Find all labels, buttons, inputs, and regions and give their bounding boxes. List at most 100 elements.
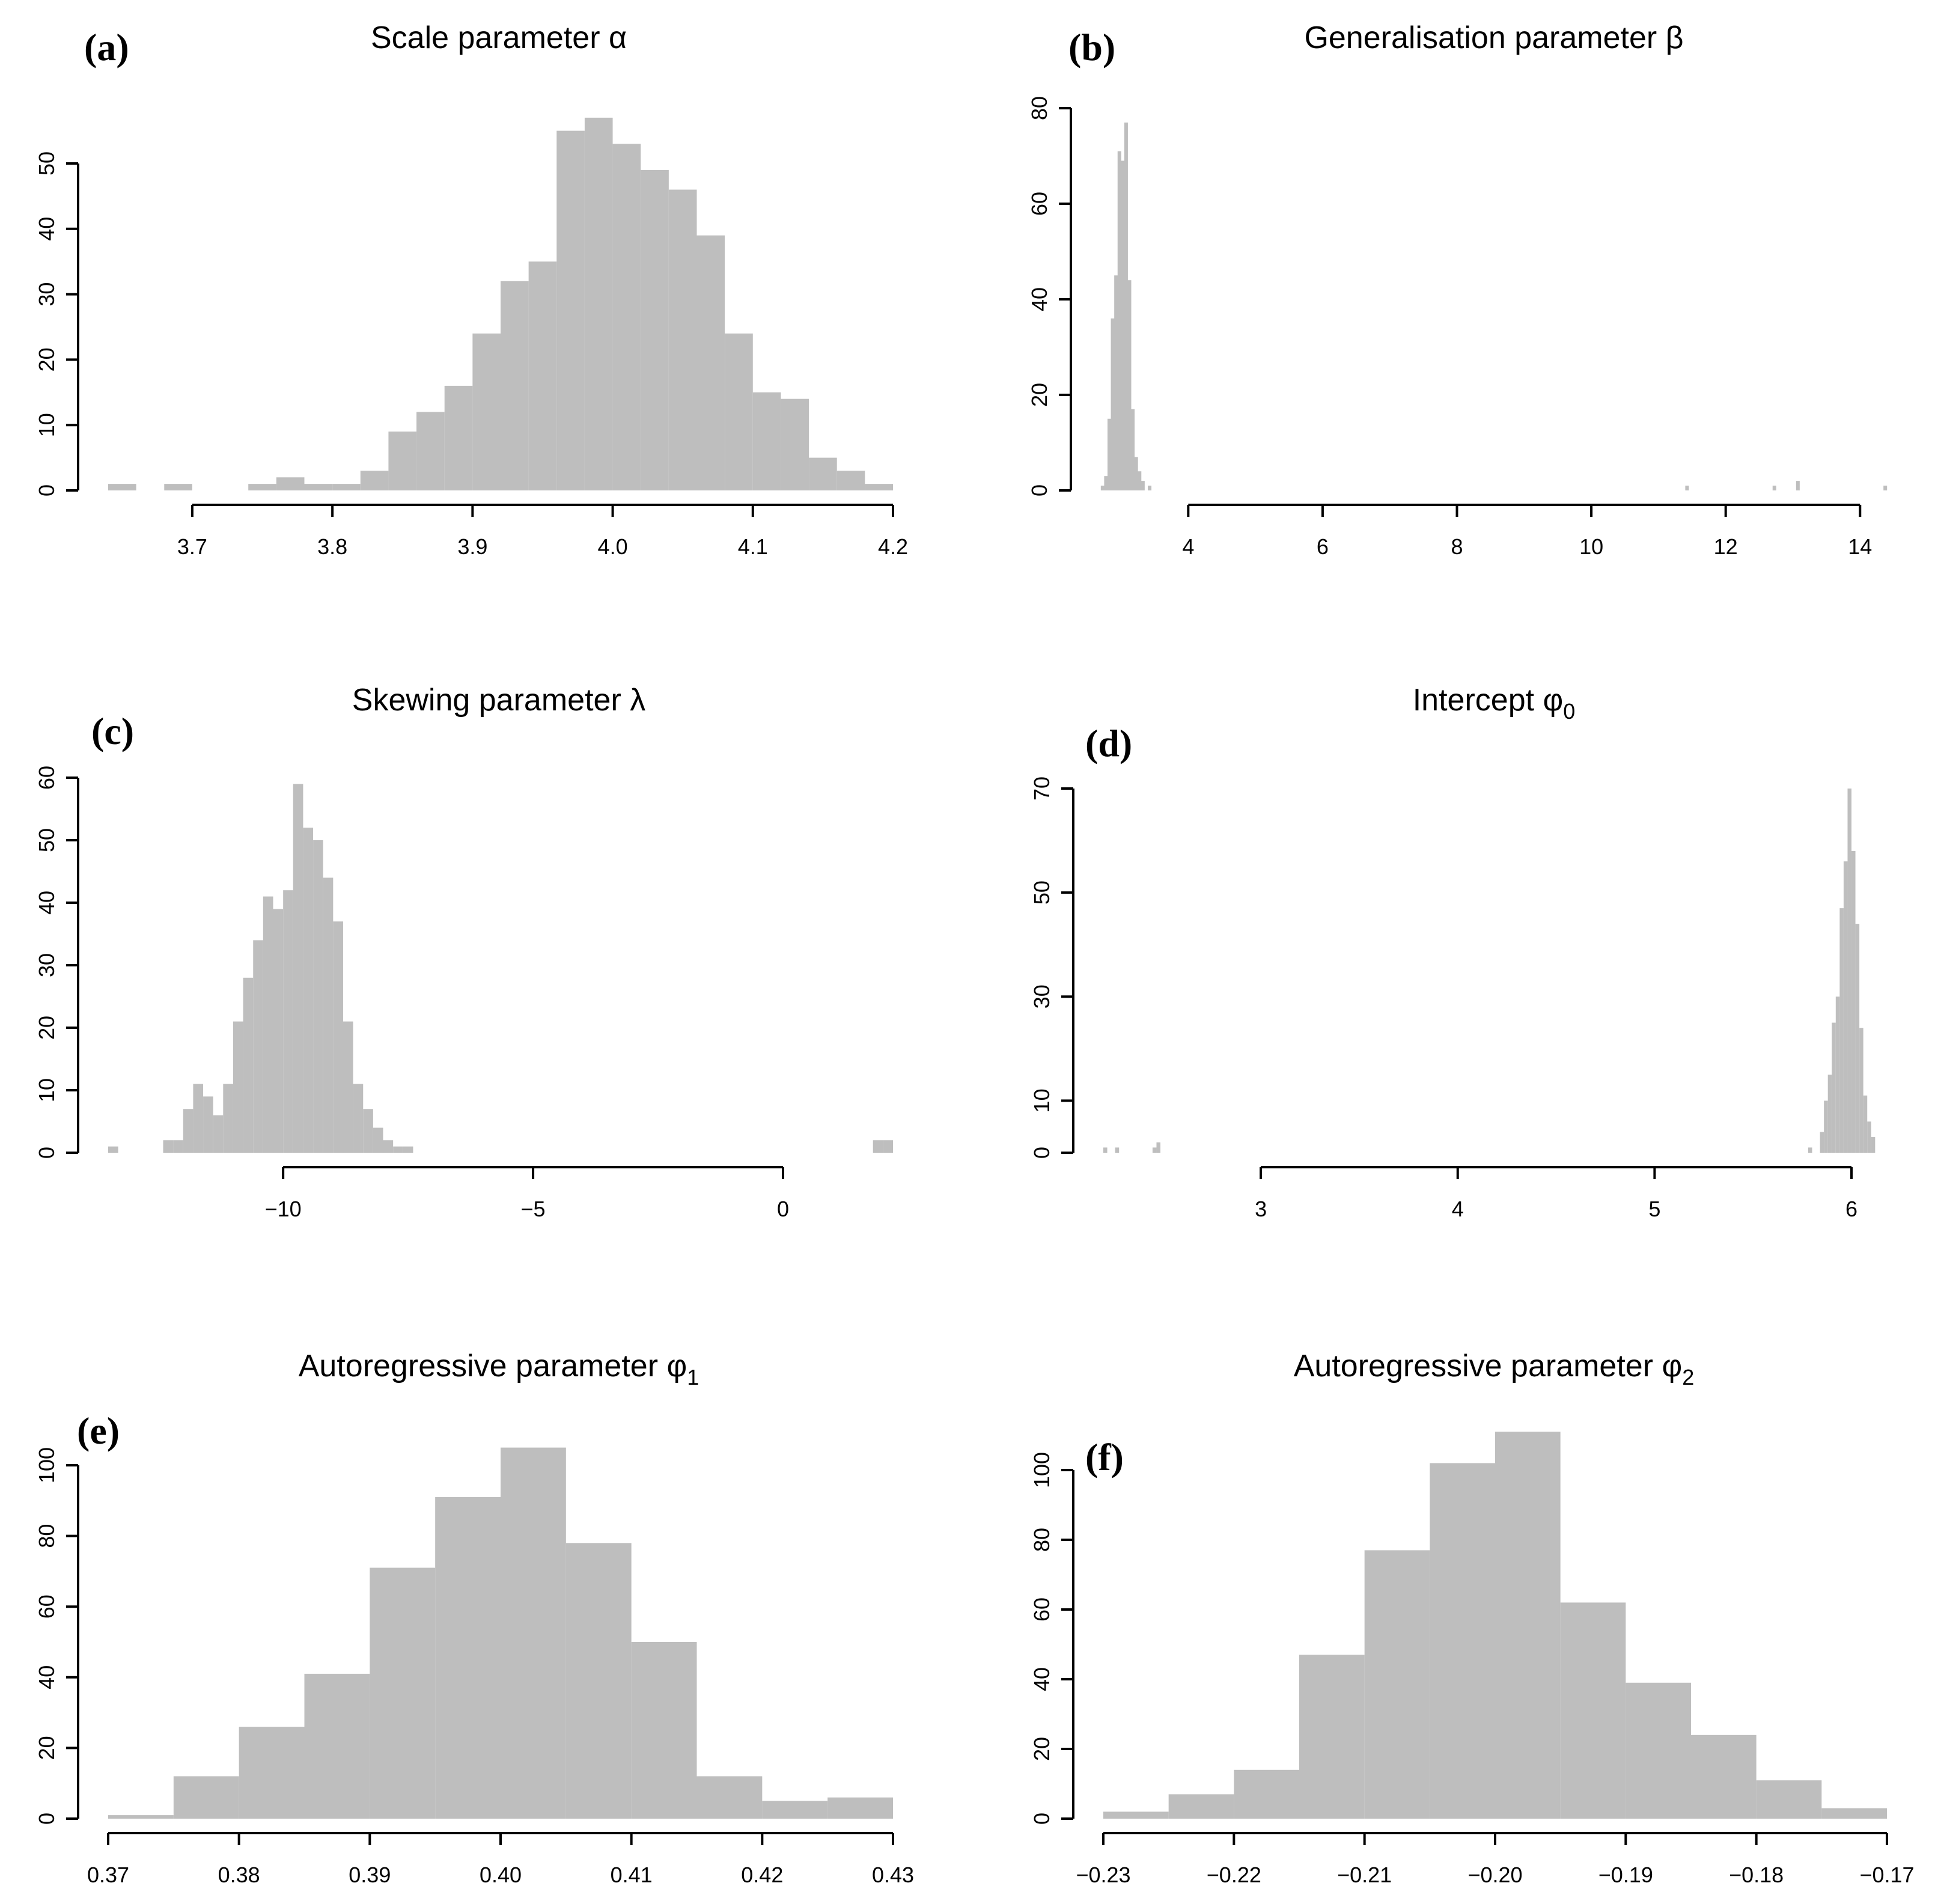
histogram-bar: [388, 432, 417, 490]
histogram-bar: [343, 1021, 353, 1153]
x-tick-label: −0.19: [1598, 1863, 1653, 1887]
histogram-bar: [1626, 1682, 1691, 1819]
y-tick-label: 70: [1029, 777, 1054, 801]
x-tick-label: 14: [1848, 534, 1872, 559]
histogram-bar: [253, 940, 263, 1153]
histogram-bar: [293, 784, 303, 1153]
histogram-bar: [1127, 280, 1132, 490]
chart-title: Scale parameter α: [371, 20, 627, 55]
y-tick-label: 60: [1027, 192, 1052, 216]
panel-c: 0 10 20 30 40 50 60 −10 −5 0 Skewing parameter λ (c…: [34, 683, 893, 1221]
y-tick-label: 50: [1029, 880, 1054, 905]
x-tick-label: 5: [1648, 1197, 1660, 1221]
histogram-bar: [1141, 481, 1145, 490]
histogram-bar: [1820, 1132, 1824, 1153]
y-tick-label: 20: [1027, 383, 1052, 407]
x-tick-label: 3.9: [457, 534, 487, 559]
histogram-bar: [403, 1146, 413, 1153]
histogram-bar: [383, 1140, 394, 1153]
x-tick-label: 3.7: [177, 534, 207, 559]
y-tick-label: 0: [34, 484, 59, 496]
histogram-bar: [173, 1140, 183, 1153]
histogram-bar: [313, 840, 323, 1153]
histogram-bar: [303, 828, 314, 1153]
histogram-bar: [108, 484, 136, 490]
histogram-bar: [762, 1801, 828, 1819]
histogram-bar: [108, 1146, 118, 1153]
y-tick-label: 30: [1029, 984, 1054, 1008]
histogram-bar: [631, 1642, 697, 1819]
y-tick-label: 50: [34, 151, 59, 175]
x-tick-label: 6: [1317, 534, 1329, 559]
histogram-bar: [752, 392, 781, 490]
panel-label: (b): [1068, 26, 1115, 69]
y-tick-label: 10: [34, 1078, 59, 1102]
panel-label: (d): [1085, 722, 1132, 764]
histogram-bar: [283, 890, 293, 1153]
histogram-bar: [203, 1096, 213, 1153]
histogram-bar: [1855, 924, 1860, 1153]
x-tick-label: 0.38: [218, 1863, 260, 1887]
panel-b: 0 20 40 60 80 4 6 8 10 12 14 Generalisation paramet…: [1027, 20, 1888, 559]
histogram-bar: [193, 1084, 204, 1153]
histogram-bar: [332, 484, 361, 490]
y-tick-label: 40: [34, 891, 59, 915]
histogram-bar: [1111, 318, 1115, 490]
histogram-bar: [1859, 1028, 1863, 1153]
histogram-bar: [1234, 1769, 1299, 1819]
chart-title: Intercept φ0: [1413, 683, 1576, 724]
histogram-bar: [1148, 486, 1152, 490]
histogram-bar: [1121, 160, 1125, 490]
y-tick-label: 20: [1029, 1737, 1054, 1761]
x-tick-label: −0.17: [1859, 1863, 1914, 1887]
histogram-bar: [1560, 1602, 1626, 1819]
histogram-bar: [1100, 486, 1105, 490]
y-tick-label: 100: [1029, 1452, 1054, 1488]
y-tick-label: 40: [1027, 287, 1052, 311]
y-tick-label: 40: [1029, 1667, 1054, 1691]
histogram-bar: [1138, 471, 1142, 490]
x-tick-label: 6: [1845, 1197, 1857, 1221]
x-tick-label: 0.42: [741, 1863, 783, 1887]
histogram-bar: [1691, 1735, 1757, 1819]
y-tick-label: 40: [34, 1665, 59, 1689]
histogram-bar: [163, 1140, 174, 1153]
x-tick-label: −10: [265, 1197, 302, 1221]
histogram-bar: [1115, 1147, 1120, 1153]
histogram-bar: [1871, 1137, 1876, 1153]
x-tick-label: 4: [1452, 1197, 1464, 1221]
x-tick-label: −0.20: [1467, 1863, 1522, 1887]
histogram-bar: [1883, 486, 1888, 490]
histogram-bar: [641, 169, 669, 490]
x-tick-label: −0.21: [1337, 1863, 1392, 1887]
histogram-bar: [108, 1815, 174, 1819]
histogram-bar: [243, 977, 254, 1153]
histogram-bar: [239, 1727, 305, 1819]
x-tick-label: 0.41: [611, 1863, 653, 1887]
histogram-bar: [809, 457, 837, 490]
x-tick-label: 0.40: [480, 1863, 522, 1887]
histogram-bar: [781, 398, 809, 490]
y-tick-label: 80: [1029, 1528, 1054, 1552]
histogram-bar: [393, 1146, 403, 1153]
histogram-bar: [1131, 409, 1135, 490]
x-tick-label: −5: [521, 1197, 546, 1221]
histogram-bar: [263, 896, 273, 1153]
histogram-bar: [416, 412, 445, 490]
y-tick-label: 50: [34, 828, 59, 852]
histogram-bar: [1299, 1655, 1365, 1819]
histogram-bar: [1364, 1550, 1430, 1819]
histogram-bar: [1821, 1808, 1887, 1819]
panel-label: (e): [77, 1409, 120, 1452]
histogram-bar: [248, 484, 276, 490]
x-tick-label: −0.23: [1076, 1863, 1130, 1887]
histogram-bar: [1839, 908, 1844, 1153]
panel-f: 0 20 40 60 80 100 −0.23 −0.22 −0.21 −0.20 −0.19 −0.…: [1029, 1349, 1915, 1887]
y-tick-label: 40: [34, 217, 59, 241]
panel-label: (f): [1085, 1436, 1124, 1478]
histogram-bar: [1835, 996, 1840, 1153]
panel-label: (c): [91, 710, 134, 752]
y-tick-label: 80: [34, 1524, 59, 1548]
histogram-bar: [304, 484, 333, 490]
